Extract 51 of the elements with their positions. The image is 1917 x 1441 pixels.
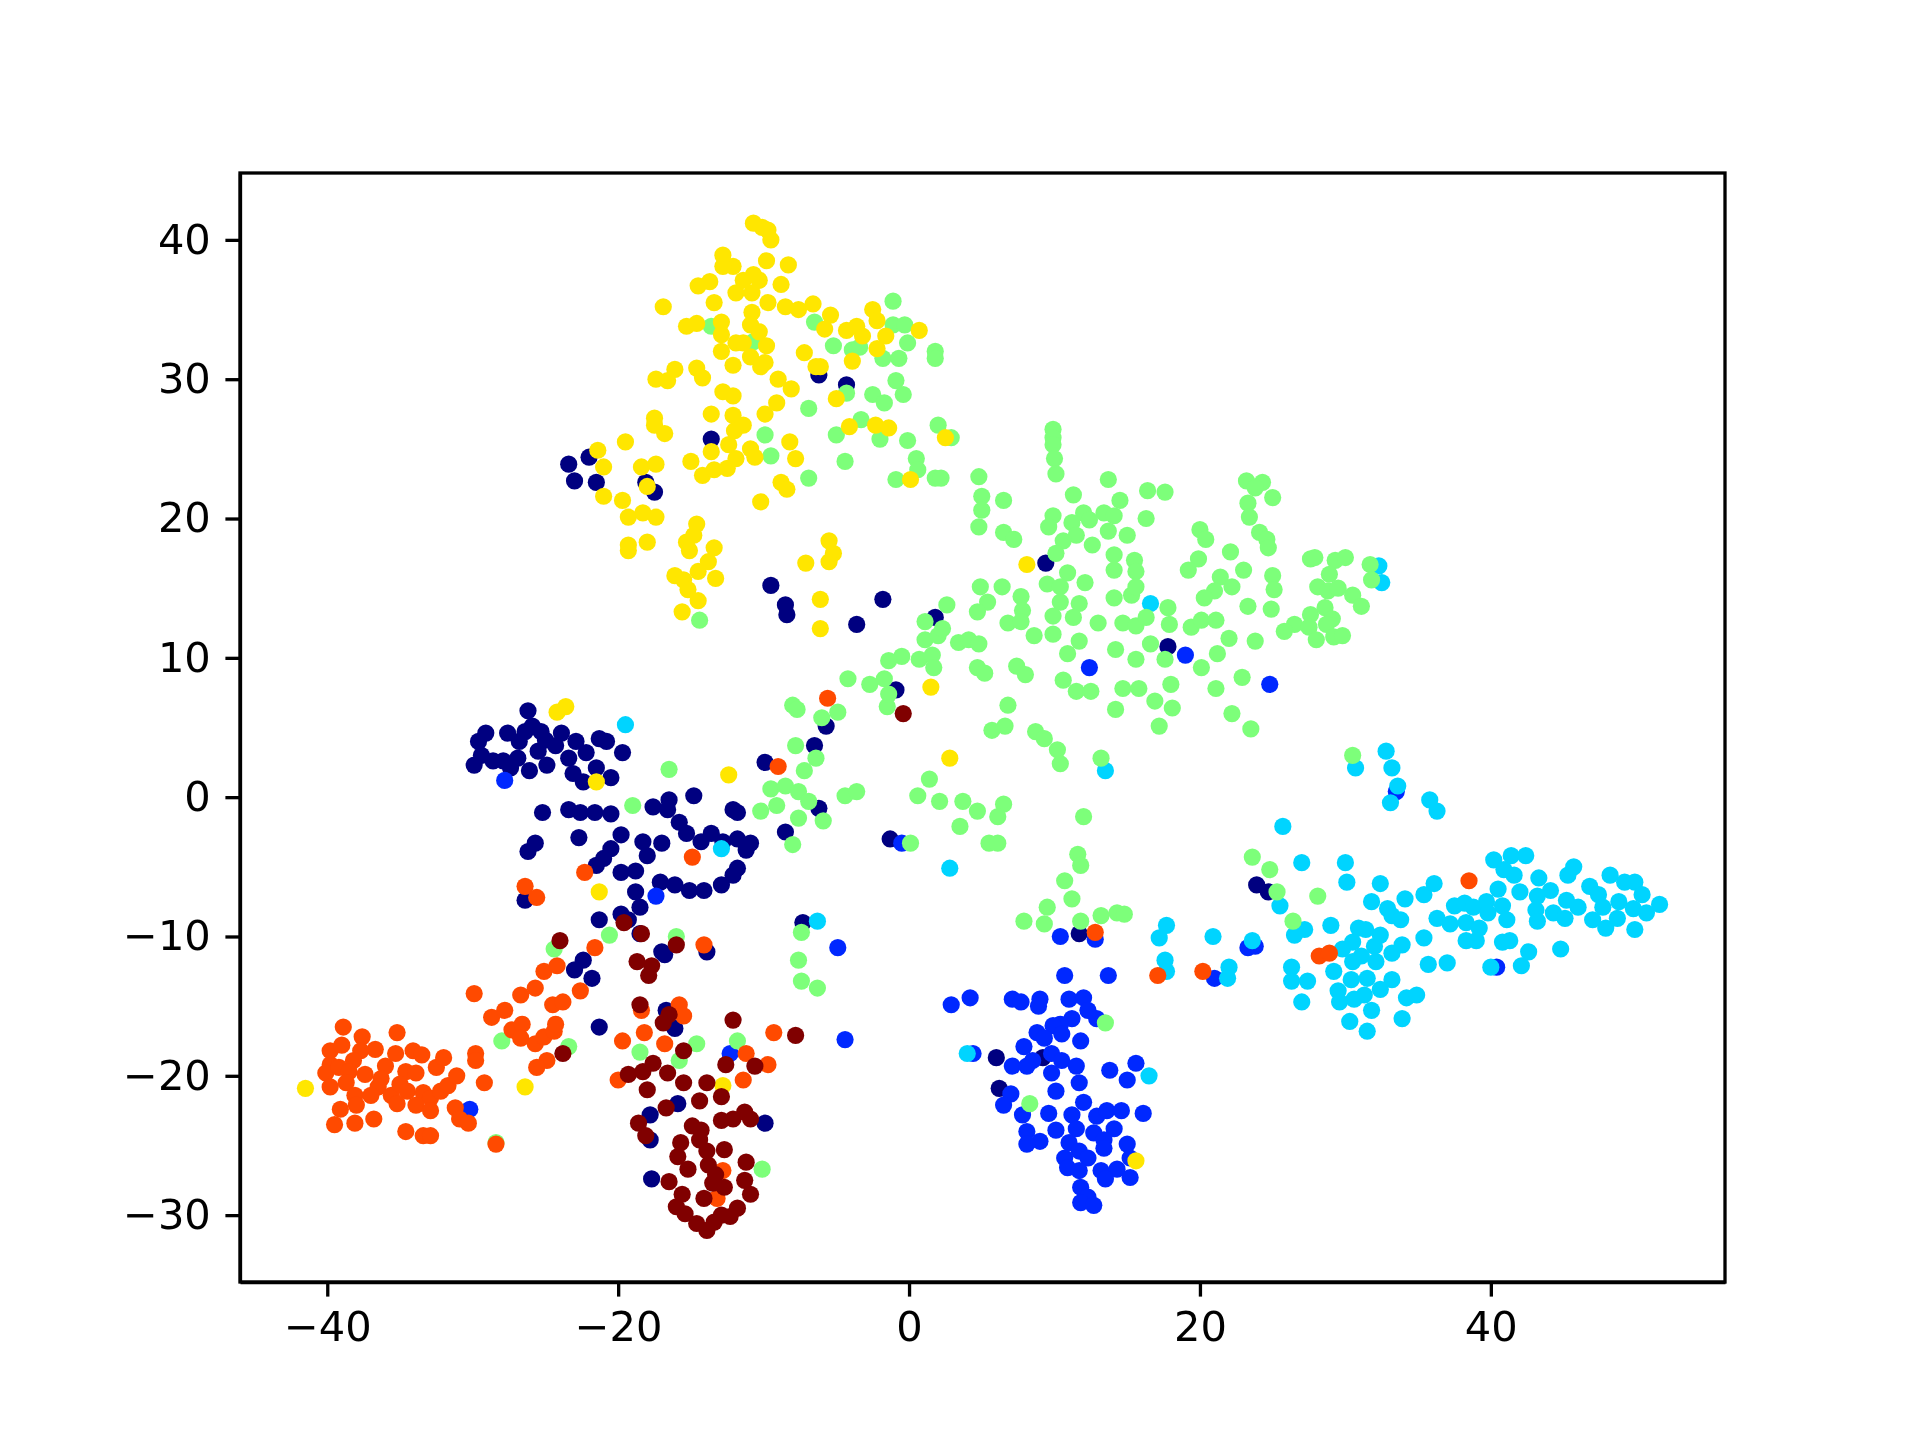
x-tick-label: −40 xyxy=(283,1301,372,1351)
point xyxy=(628,952,646,971)
point xyxy=(712,1088,731,1106)
point xyxy=(638,1081,656,1099)
point xyxy=(654,1014,672,1032)
point xyxy=(551,932,569,950)
y-tick-label: −20 xyxy=(123,1050,211,1100)
point xyxy=(728,1199,747,1217)
point xyxy=(698,1074,716,1092)
point xyxy=(619,1065,637,1083)
point xyxy=(629,1114,648,1132)
point xyxy=(676,1205,694,1223)
point xyxy=(679,1160,697,1178)
point xyxy=(695,1189,713,1207)
y-tick-label: 20 xyxy=(157,493,211,543)
point xyxy=(554,1044,572,1063)
point xyxy=(691,1092,709,1110)
point xyxy=(675,1042,693,1060)
point xyxy=(675,1074,693,1092)
point xyxy=(672,1134,690,1152)
point xyxy=(667,936,685,954)
point xyxy=(640,966,658,985)
x-tick-label: 40 xyxy=(1464,1301,1518,1351)
y-tick-label: 10 xyxy=(157,632,211,682)
point xyxy=(715,1141,733,1159)
point xyxy=(637,1127,655,1145)
point xyxy=(715,1178,733,1196)
y-tick-label: 40 xyxy=(157,214,211,264)
point xyxy=(644,1054,662,1072)
point xyxy=(631,996,649,1014)
x-tick-label: −20 xyxy=(574,1301,663,1351)
x-tick-label: 0 xyxy=(896,1301,923,1351)
point xyxy=(741,1110,760,1128)
x-tick-label: 20 xyxy=(1173,1301,1227,1351)
y-tick-label: 0 xyxy=(184,771,211,821)
point xyxy=(724,1011,742,1029)
point xyxy=(894,704,912,723)
y-tick-label: 30 xyxy=(157,354,211,404)
point xyxy=(736,1171,754,1189)
point xyxy=(660,1173,678,1191)
y-tick-label: −30 xyxy=(123,1189,211,1239)
point xyxy=(669,1148,687,1166)
point xyxy=(657,1099,675,1117)
point xyxy=(615,913,633,932)
point xyxy=(717,1056,735,1074)
point xyxy=(787,1026,805,1044)
point xyxy=(741,1185,760,1203)
y-tick-label: −10 xyxy=(123,911,211,961)
point xyxy=(659,1064,677,1082)
point xyxy=(737,1153,755,1171)
point xyxy=(746,1057,764,1075)
